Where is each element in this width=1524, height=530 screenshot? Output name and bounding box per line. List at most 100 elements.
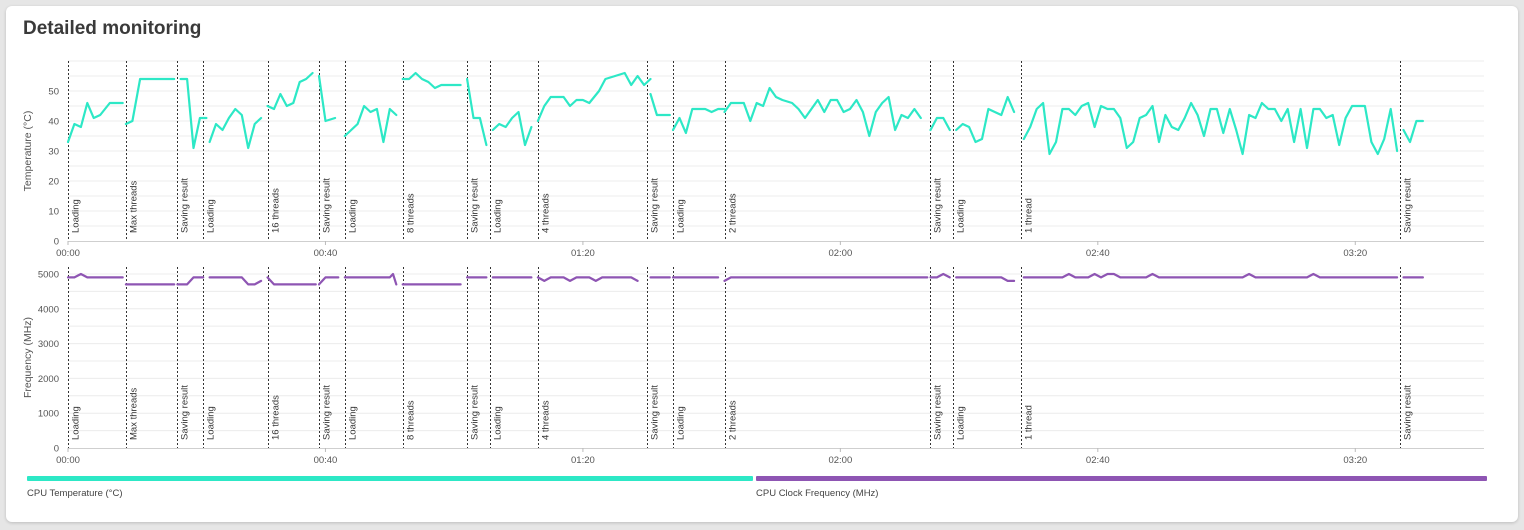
y-axis-title: Frequency (MHz)	[22, 317, 34, 398]
y-tick-label: 4000	[38, 304, 59, 315]
monitoring-card: Detailed monitoring	[6, 6, 1518, 522]
series-line-segment	[208, 276, 263, 286]
phase-label: Loading	[206, 199, 217, 233]
x-tick-label: 01:20	[571, 455, 595, 466]
phase-label: Loading	[676, 406, 687, 440]
phase-label: Saving result	[322, 385, 333, 440]
phase-label: Saving result	[470, 178, 481, 233]
phase-label: Loading	[71, 199, 82, 233]
series-line-segment	[955, 276, 1016, 282]
series-line-segment	[208, 107, 263, 150]
series-line-segment	[401, 71, 462, 90]
series-line-segment	[266, 71, 314, 111]
series-line-segment	[649, 92, 671, 117]
y-tick-label: 0	[54, 444, 59, 455]
phase-label: Loading	[348, 199, 359, 233]
series-line-segment	[176, 276, 205, 286]
phase-label: Saving result	[933, 385, 944, 440]
series-line-segment	[1022, 101, 1399, 156]
phase-label: Saving result	[933, 178, 944, 233]
phase-label: 4 threads	[541, 193, 552, 233]
y-tick-label: 0	[54, 237, 59, 248]
x-tick-label: 02:40	[1086, 455, 1110, 466]
y-tick-label: 50	[48, 87, 59, 98]
phase-label: Saving result	[322, 178, 333, 233]
phase-label: 2 threads	[728, 400, 739, 440]
legend-item-temperature[interactable]: CPU Temperature (°C)	[27, 476, 753, 506]
x-tick-label: 00:00	[56, 455, 80, 466]
phase-label: 4 threads	[541, 400, 552, 440]
series-line-segment	[723, 86, 922, 138]
legend-item-frequency[interactable]: CPU Clock Frequency (MHz)	[756, 476, 1487, 506]
series-line-segment	[1022, 272, 1399, 279]
phase-label: Loading	[71, 406, 82, 440]
phase-label: Saving result	[180, 178, 191, 233]
series-line-segment	[466, 77, 488, 147]
card-title: Detailed monitoring	[23, 18, 202, 39]
y-tick-label: 3000	[38, 339, 59, 350]
series-line-segment	[955, 95, 1016, 144]
x-tick-label: 02:00	[828, 248, 852, 259]
phase-label: Loading	[493, 406, 504, 440]
phase-label: 16 threads	[271, 188, 282, 233]
phase-label: Loading	[206, 406, 217, 440]
x-tick-label: 00:00	[56, 248, 80, 259]
y-tick-label: 20	[48, 177, 59, 188]
phase-label: Loading	[348, 406, 359, 440]
series-line-segment	[491, 110, 533, 147]
y-tick-label: 2000	[38, 374, 59, 385]
series-line-segment	[929, 272, 951, 279]
x-tick-label: 01:20	[571, 248, 595, 259]
phase-label: Saving result	[1403, 385, 1414, 440]
temperature-chart: 0 10 20 30 40 50 Temperature (°C) 00:00 00:40 01:…	[22, 60, 1484, 259]
series-line-segment	[317, 74, 337, 123]
series-line-segment	[536, 276, 639, 282]
y-tick-label: 5000	[38, 269, 59, 280]
x-tick-label: 03:20	[1343, 455, 1367, 466]
phase-label: Loading	[956, 199, 967, 233]
series-line-segment	[1402, 119, 1425, 144]
x-tick-label: 02:00	[828, 455, 852, 466]
series-line-segment	[929, 116, 951, 132]
phase-label: Max threads	[129, 180, 140, 233]
phase-label: Saving result	[650, 178, 661, 233]
series-line-segment	[124, 77, 176, 126]
phase-label: Saving result	[1403, 178, 1414, 233]
series-line-segment	[66, 101, 124, 144]
phase-label: Loading	[676, 199, 687, 233]
x-tick-label: 00:40	[314, 248, 338, 259]
y-axis-title: Temperature (°C)	[22, 111, 34, 192]
phase-label: 1 thread	[1024, 198, 1035, 233]
legend-label-frequency: CPU Clock Frequency (MHz)	[756, 488, 879, 499]
phase-label: Saving result	[650, 385, 661, 440]
legend-label-temperature: CPU Temperature (°C)	[27, 488, 123, 499]
y-tick-label: 30	[48, 147, 59, 158]
series-line-segment	[723, 276, 929, 282]
phase-label: 8 threads	[406, 193, 417, 233]
x-tick-label: 00:40	[314, 455, 338, 466]
series-line-segment	[179, 77, 208, 150]
phase-label: 2 threads	[728, 193, 739, 233]
legend-swatch-temperature	[27, 476, 753, 481]
phase-label: Max threads	[129, 387, 140, 440]
phase-label: 1 thread	[1024, 405, 1035, 440]
frequency-chart: 0 1000 2000 3000 4000 5000 Frequency (MHz) 00:0…	[22, 267, 1484, 466]
y-tick-label: 40	[48, 117, 59, 128]
series-line-segment	[317, 276, 340, 286]
phase-label: Saving result	[180, 385, 191, 440]
y-tick-label: 10	[48, 207, 59, 218]
series-line-segment	[671, 107, 726, 135]
series-line-segment	[66, 272, 124, 279]
phase-label: Saving result	[470, 385, 481, 440]
series-line-segment	[343, 104, 398, 144]
x-tick-label: 02:40	[1086, 248, 1110, 259]
legend-swatch-frequency	[756, 476, 1487, 481]
phase-label: 16 threads	[271, 395, 282, 440]
phase-label: Loading	[493, 199, 504, 233]
y-tick-label: 1000	[38, 409, 59, 420]
x-tick-label: 03:20	[1343, 248, 1367, 259]
series-line-segment	[343, 272, 398, 286]
series-line-segment	[266, 276, 317, 286]
phase-label: Loading	[956, 406, 967, 440]
